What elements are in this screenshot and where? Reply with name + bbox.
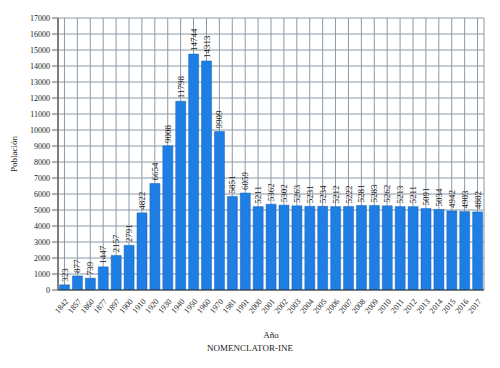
svg-text:5211: 5211 xyxy=(253,186,263,204)
svg-text:14000: 14000 xyxy=(30,62,50,71)
svg-text:5212: 5212 xyxy=(331,186,341,204)
svg-text:5091: 5091 xyxy=(421,188,431,206)
svg-text:2006: 2006 xyxy=(324,297,342,316)
svg-text:1940: 1940 xyxy=(169,297,187,316)
svg-text:2015: 2015 xyxy=(440,297,458,316)
svg-text:2011: 2011 xyxy=(389,297,406,315)
svg-text:2007: 2007 xyxy=(337,297,355,316)
svg-text:5262: 5262 xyxy=(382,185,392,203)
svg-text:1842: 1842 xyxy=(53,297,71,316)
svg-text:0: 0 xyxy=(46,286,50,295)
svg-text:6000: 6000 xyxy=(34,190,50,199)
svg-text:13000: 13000 xyxy=(30,78,50,87)
svg-text:2003: 2003 xyxy=(285,297,303,316)
svg-text:323: 323 xyxy=(60,268,70,282)
svg-text:1950: 1950 xyxy=(182,297,200,316)
svg-text:4882: 4882 xyxy=(473,191,483,209)
svg-text:2002: 2002 xyxy=(272,297,290,316)
svg-text:5851: 5851 xyxy=(227,175,237,193)
svg-text:5234: 5234 xyxy=(318,185,328,204)
svg-text:2016: 2016 xyxy=(453,297,471,316)
svg-text:1000: 1000 xyxy=(34,270,50,279)
svg-text:877: 877 xyxy=(72,259,82,273)
svg-text:14313: 14313 xyxy=(202,35,212,58)
svg-text:4903: 4903 xyxy=(460,190,470,209)
svg-text:2791: 2791 xyxy=(124,224,134,242)
svg-text:5222: 5222 xyxy=(344,185,354,203)
svg-text:4000: 4000 xyxy=(34,222,50,231)
svg-text:2005: 2005 xyxy=(311,297,329,316)
svg-text:11000: 11000 xyxy=(30,110,50,119)
svg-text:1897: 1897 xyxy=(104,297,122,316)
svg-text:2008: 2008 xyxy=(350,297,368,316)
svg-text:2010: 2010 xyxy=(375,297,394,316)
svg-text:12000: 12000 xyxy=(30,94,50,103)
svg-text:5034: 5034 xyxy=(434,188,444,207)
svg-text:17000: 17000 xyxy=(30,14,50,23)
svg-text:2000: 2000 xyxy=(34,254,50,263)
svg-text:9008: 9008 xyxy=(163,124,173,143)
svg-text:3000: 3000 xyxy=(34,238,50,247)
svg-text:5211: 5211 xyxy=(408,186,418,204)
svg-text:5000: 5000 xyxy=(34,206,50,215)
svg-text:1900: 1900 xyxy=(117,297,135,316)
svg-text:739: 739 xyxy=(85,261,95,275)
svg-text:2009: 2009 xyxy=(363,297,381,316)
html-text:NOMENCLATOR-INE: NOMENCLATOR-INE xyxy=(207,343,293,353)
svg-text:1920: 1920 xyxy=(143,297,161,316)
svg-text:2157: 2157 xyxy=(111,234,121,253)
svg-text:11798: 11798 xyxy=(176,76,186,99)
svg-text:2000: 2000 xyxy=(246,297,264,316)
svg-text:5231: 5231 xyxy=(305,185,315,203)
svg-text:1960: 1960 xyxy=(195,297,213,316)
svg-text:2001: 2001 xyxy=(259,297,277,316)
svg-text:Población: Población xyxy=(9,136,19,172)
svg-text:4822: 4822 xyxy=(137,192,147,210)
svg-text:15000: 15000 xyxy=(30,46,50,55)
svg-text:14744: 14744 xyxy=(189,28,199,51)
svg-text:5362: 5362 xyxy=(266,183,276,201)
svg-text:1930: 1930 xyxy=(156,297,174,316)
svg-text:1877: 1877 xyxy=(91,297,110,316)
svg-text:1991: 1991 xyxy=(233,297,252,316)
svg-text:9000: 9000 xyxy=(34,142,50,151)
svg-text:2012: 2012 xyxy=(401,297,419,316)
svg-text:1910: 1910 xyxy=(130,297,148,316)
svg-text:1857: 1857 xyxy=(66,297,84,316)
svg-text:4942: 4942 xyxy=(447,190,457,208)
svg-text:10000: 10000 xyxy=(30,126,50,135)
svg-text:7000: 7000 xyxy=(34,174,50,183)
svg-text:5281: 5281 xyxy=(356,185,366,203)
svg-text:6654: 6654 xyxy=(150,162,160,181)
svg-text:6059: 6059 xyxy=(240,172,250,191)
svg-text:16000: 16000 xyxy=(30,30,50,39)
svg-text:2014: 2014 xyxy=(427,297,445,316)
svg-text:2017: 2017 xyxy=(466,297,483,315)
svg-text:1447: 1447 xyxy=(98,245,108,264)
svg-text:8000: 8000 xyxy=(34,158,50,167)
svg-text:5302: 5302 xyxy=(279,184,289,202)
svg-text:5263: 5263 xyxy=(292,184,302,203)
svg-text:2004: 2004 xyxy=(298,297,316,316)
svg-text:1860: 1860 xyxy=(79,297,97,316)
svg-text:1970: 1970 xyxy=(208,297,226,316)
svg-text:5283: 5283 xyxy=(369,184,379,203)
svg-text:Año: Año xyxy=(263,330,279,340)
svg-text:2013: 2013 xyxy=(414,297,432,316)
svg-text:1981: 1981 xyxy=(221,297,239,316)
svg-text:9909: 9909 xyxy=(214,110,224,128)
svg-text:5213: 5213 xyxy=(395,185,405,204)
